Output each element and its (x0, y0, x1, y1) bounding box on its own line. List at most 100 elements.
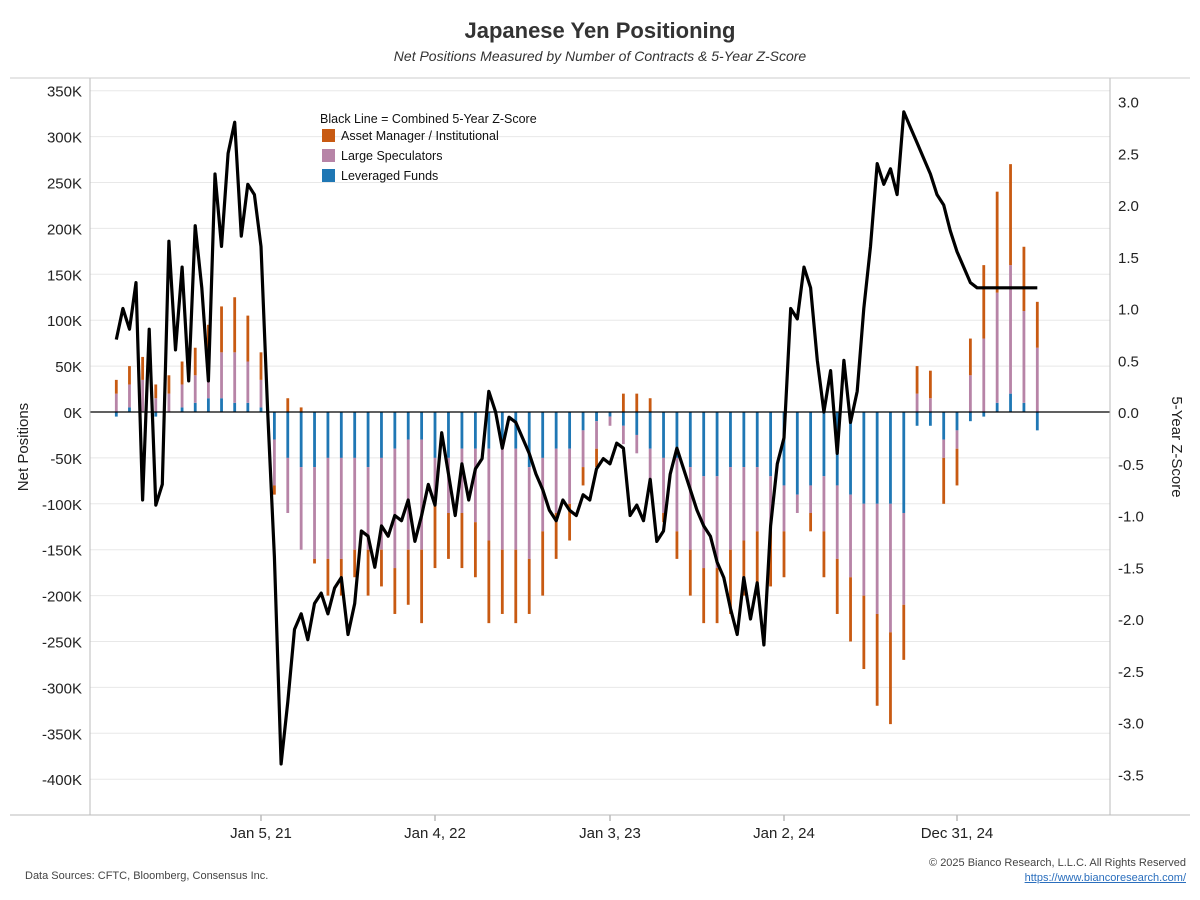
bar-large-speculators (313, 467, 316, 559)
bar-leveraged-funds (982, 412, 986, 417)
y-tick-label: -350K (42, 726, 82, 743)
bar-large-speculators (795, 494, 799, 513)
bar-large-speculators (433, 457, 437, 504)
bar-leveraged-funds (928, 412, 932, 426)
bar-large-speculators (928, 398, 932, 412)
bar-asset-manager (420, 549, 424, 624)
bar-large-speculators (635, 434, 639, 454)
bar-large-speculators (154, 398, 158, 412)
bar-leveraged-funds (608, 412, 612, 417)
bar-leveraged-funds (1035, 412, 1039, 431)
bar-asset-manager (955, 448, 959, 486)
bar-leveraged-funds (313, 412, 316, 468)
bar-asset-manager (928, 370, 932, 399)
bar-large-speculators (514, 448, 518, 550)
bar-asset-manager (114, 379, 118, 394)
bar-leveraged-funds (326, 412, 330, 458)
bar-leveraged-funds (487, 412, 491, 449)
bar-leveraged-funds (114, 412, 118, 417)
website-link[interactable]: https://www.biancoresearch.com/ (1024, 872, 1186, 884)
bar-asset-manager (500, 549, 504, 614)
bar-large-speculators (326, 457, 330, 559)
bar-large-speculators (233, 352, 237, 403)
bar-leveraged-funds (862, 412, 866, 504)
bar-large-speculators (742, 467, 746, 541)
bar-large-speculators (380, 457, 383, 550)
bar-large-speculators (889, 503, 892, 633)
bar-large-speculators (272, 439, 276, 486)
bar-asset-manager (220, 306, 223, 353)
y-tick-label: -150K (42, 543, 82, 560)
bar-large-speculators (353, 457, 357, 550)
bar-asset-manager (433, 503, 437, 569)
bar-asset-manager (326, 558, 330, 596)
bar-leveraged-funds (702, 412, 706, 477)
bar-asset-manager (313, 558, 316, 564)
y2-tick-label: 2.0 (1118, 198, 1139, 215)
bar-large-speculators (662, 457, 665, 513)
bar-large-speculators (128, 384, 131, 408)
bar-large-speculators (339, 457, 343, 559)
bar-asset-manager (621, 393, 625, 412)
bar-large-speculators (648, 448, 652, 486)
y-tick-label: 200K (47, 221, 82, 238)
bar-leveraged-funds (688, 412, 692, 468)
bar-leveraged-funds (220, 398, 223, 412)
bar-asset-manager (299, 407, 303, 412)
bar-large-speculators (875, 503, 879, 614)
bar-asset-manager (889, 632, 892, 725)
bar-large-speculators (193, 375, 197, 403)
bar-large-speculators (942, 439, 946, 458)
bar-large-speculators (246, 361, 250, 403)
bar-leveraged-funds (875, 412, 879, 504)
bar-asset-manager (1035, 301, 1039, 348)
bar-leveraged-funds (809, 412, 813, 486)
bar-asset-manager (487, 540, 491, 624)
y-tick-label: -300K (42, 680, 82, 697)
stacked-bars (114, 164, 1039, 725)
y2-tick-label: 1.5 (1118, 250, 1139, 267)
bar-leveraged-funds (942, 412, 946, 440)
bar-large-speculators (220, 352, 223, 399)
bar-leveraged-funds (514, 412, 518, 449)
bar-asset-manager (554, 512, 558, 559)
bar-leveraged-funds (1009, 393, 1012, 412)
bar-large-speculators (755, 467, 759, 532)
y-tick-label: -200K (42, 589, 82, 606)
legend-leveraged-funds: Leveraged Funds (341, 169, 438, 183)
y-axis-label: Net Positions (15, 403, 32, 491)
bar-asset-manager (286, 398, 290, 412)
y2-tick-label: -1.0 (1118, 509, 1144, 526)
bar-large-speculators (862, 503, 866, 596)
bar-leveraged-funds (339, 412, 343, 458)
bar-asset-manager (193, 347, 197, 376)
y2-tick-label: 0.5 (1118, 353, 1139, 370)
bar-asset-manager (675, 531, 679, 559)
bar-leveraged-funds (500, 412, 504, 440)
legend-leveraged-funds-swatch (322, 169, 335, 182)
bar-leveraged-funds (154, 412, 158, 417)
bar-leveraged-funds (621, 412, 625, 426)
bar-leveraged-funds (902, 412, 906, 513)
y-tick-label: 350K (47, 84, 82, 101)
bar-asset-manager (167, 375, 171, 394)
bar-large-speculators (968, 375, 972, 412)
zscore-line (114, 110, 1038, 766)
bar-large-speculators (500, 439, 504, 550)
bar-asset-manager (568, 503, 572, 541)
bar-leveraged-funds (742, 412, 746, 468)
bar-large-speculators (420, 439, 424, 550)
y-tick-label: 150K (47, 267, 82, 284)
bar-asset-manager (272, 485, 276, 495)
bar-asset-manager (259, 352, 263, 380)
bar-large-speculators (487, 448, 491, 541)
bar-leveraged-funds (299, 412, 303, 468)
bar-asset-manager (180, 361, 184, 385)
bar-asset-manager (982, 265, 986, 339)
y-tick-label: 50K (55, 359, 82, 376)
bar-asset-manager (995, 191, 999, 293)
bar-large-speculators (299, 467, 303, 550)
bar-large-speculators (995, 292, 999, 403)
bar-leveraged-funds (380, 412, 383, 458)
bar-leveraged-funds (915, 412, 919, 426)
